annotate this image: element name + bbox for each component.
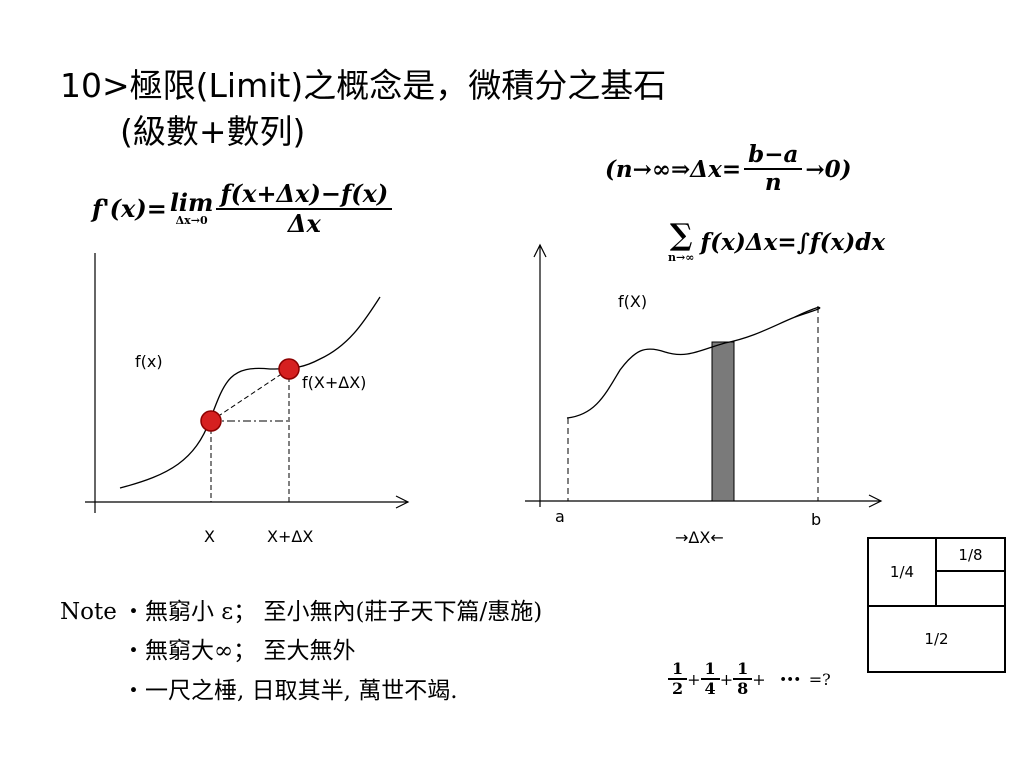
slide-title: 10>極限(Limit)之概念是，微積分之基石 [60,66,667,105]
plus-sign: + [719,669,734,689]
derivative-graph: f(x) f(X+ΔX) X X+ΔX [85,253,410,545]
slide-subtitle: (級數+數列) [120,112,306,151]
x-tick-label: X [204,527,215,545]
eighth-label: 1/8 [958,545,983,564]
plus-sign: + [687,669,701,689]
term-eighth-num: 1 [733,659,753,681]
note-infinitesimal: ‧無窮小 ε； 至小無內(莊子天下篇/惠施) [122,599,543,625]
sigma-symbol: ∑ [669,218,693,253]
x-axis-arrow [395,495,410,509]
curve-label: f(X) [618,292,647,311]
note-label: Note [60,599,117,625]
limit-numerator: b−a [744,141,803,171]
tick-a-label: a [555,507,565,526]
note-infinity: ‧無窮大∞； 至大無外 [122,638,356,664]
limit-denominator: n [764,169,782,197]
limit-formula: (n→∞⇒Δx= b−a n →0) [605,141,852,197]
term-quarter-den: 4 [704,679,716,699]
term-half-num: 1 [668,659,688,681]
x-plus-dx-tick-label: X+ΔX [267,527,313,545]
series-result: =? [808,669,831,689]
function-curve [119,296,381,489]
derivative-lhs: f'(x)= [92,194,167,224]
quarter-region: 1/4 [867,537,937,607]
x-axis-arrow [868,494,883,508]
point-x-plus-dx [278,358,300,380]
difference-quotient: f(x+Δx)−f(x) Δx [216,180,393,238]
term-eighth-den: 8 [737,679,749,699]
quotient-numerator: f(x+Δx)−f(x) [216,180,393,210]
quarter-label: 1/4 [889,563,915,581]
limit-open: (n→∞⇒Δx= [605,155,742,183]
half-label: 1/2 [924,630,949,648]
quotient-denominator: Δx [287,208,321,238]
point-x [200,410,222,432]
half-region: 1/2 [867,605,1006,673]
derivative-formula: f'(x)= lim Δx→0 f(x+Δx)−f(x) Δx [92,180,393,238]
tick-b-label: b [811,510,821,529]
sum-operator: ∑ n→∞ [668,220,694,264]
limit-fraction: b−a n [744,141,803,197]
note-halving: ‧一尺之棰, 日取其半, 萬世不竭. [122,678,458,704]
function-curve-end [794,306,820,318]
limit-close: →0) [805,155,852,183]
riemann-strip [711,341,735,502]
integral-graph: f(X) a b →ΔX← [525,243,883,547]
sum-formula: ∑ n→∞ f(x)Δx=∫f(x)dx [668,220,885,264]
eighth-region: 1/8 [935,537,1006,572]
ellipsis: ••• [779,672,801,686]
plus-sign: + [752,669,766,689]
remaining-region [935,570,1006,607]
term-half-den: 2 [672,679,684,699]
curve-label: f(x) [135,352,163,371]
point-label: f(X+ΔX) [302,373,366,392]
sum-expression: f(x)Δx=∫f(x)dx [700,228,886,256]
lim-text: lim [169,187,214,217]
secant-line [210,368,290,422]
term-quarter-num: 1 [700,659,720,681]
delta-x-label: →ΔX← [675,528,724,547]
sum-subscript: n→∞ [668,251,695,264]
y-axis-arrow [533,243,547,258]
function-curve [566,306,821,419]
limit-operator: lim Δx→0 [169,187,214,227]
lim-subscript: Δx→0 [175,213,208,227]
